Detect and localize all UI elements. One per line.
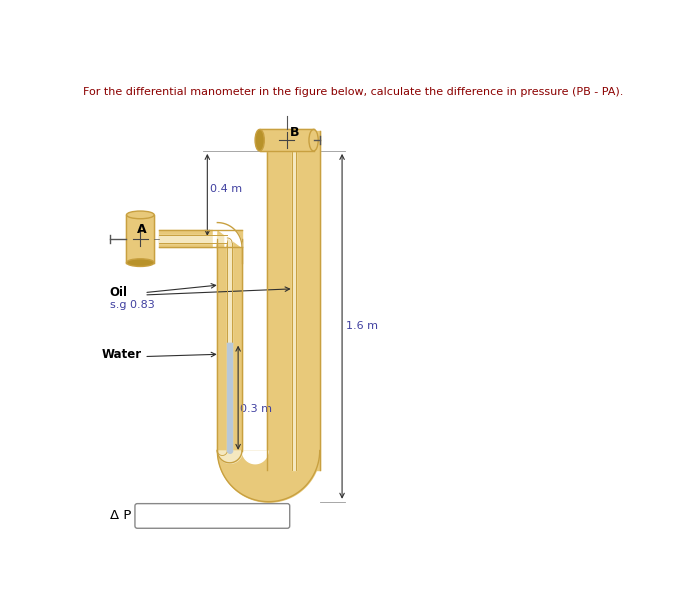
Bar: [217, 231, 242, 264]
Text: 0.4 m: 0.4 m: [210, 184, 242, 194]
Polygon shape: [225, 228, 232, 247]
Text: B: B: [290, 126, 299, 138]
FancyBboxPatch shape: [135, 504, 290, 528]
Text: s.g 0.83: s.g 0.83: [110, 300, 155, 310]
Text: Oil: Oil: [110, 287, 128, 300]
Ellipse shape: [309, 129, 318, 151]
Text: 1.6 m: 1.6 m: [346, 321, 378, 331]
Text: 0.3 m: 0.3 m: [240, 404, 273, 414]
Text: For the differential manometer in the figure below, calculate the difference in : For the differential manometer in the fi…: [83, 87, 624, 97]
Polygon shape: [213, 223, 242, 272]
Ellipse shape: [255, 129, 264, 151]
Text: A: A: [137, 223, 146, 235]
Bar: [227, 235, 232, 243]
Text: Δ P =: Δ P =: [110, 509, 146, 522]
Ellipse shape: [126, 259, 154, 267]
Text: Water: Water: [102, 348, 142, 361]
Ellipse shape: [126, 211, 154, 219]
